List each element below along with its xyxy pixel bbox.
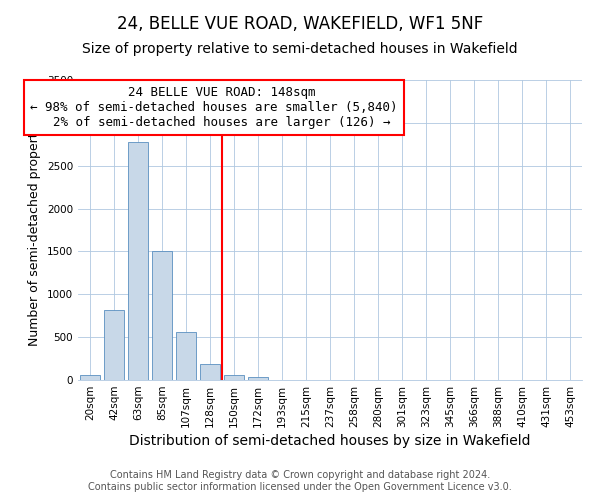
Bar [248,378,268,380]
Bar [128,142,148,380]
Text: 24 BELLE VUE ROAD: 148sqm
← 98% of semi-detached houses are smaller (5,840)
  2%: 24 BELLE VUE ROAD: 148sqm ← 98% of semi-… [31,86,398,129]
Bar [176,332,196,380]
Bar [224,375,244,380]
Text: Contains public sector information licensed under the Open Government Licence v3: Contains public sector information licen… [88,482,512,492]
Bar [80,375,100,380]
Text: Size of property relative to semi-detached houses in Wakefield: Size of property relative to semi-detach… [82,42,518,56]
Bar [200,364,220,380]
X-axis label: Distribution of semi-detached houses by size in Wakefield: Distribution of semi-detached houses by … [129,434,531,448]
Text: 24, BELLE VUE ROAD, WAKEFIELD, WF1 5NF: 24, BELLE VUE ROAD, WAKEFIELD, WF1 5NF [117,15,483,33]
Text: Contains HM Land Registry data © Crown copyright and database right 2024.: Contains HM Land Registry data © Crown c… [110,470,490,480]
Bar [104,310,124,380]
Y-axis label: Number of semi-detached properties: Number of semi-detached properties [28,114,41,346]
Bar [152,252,172,380]
